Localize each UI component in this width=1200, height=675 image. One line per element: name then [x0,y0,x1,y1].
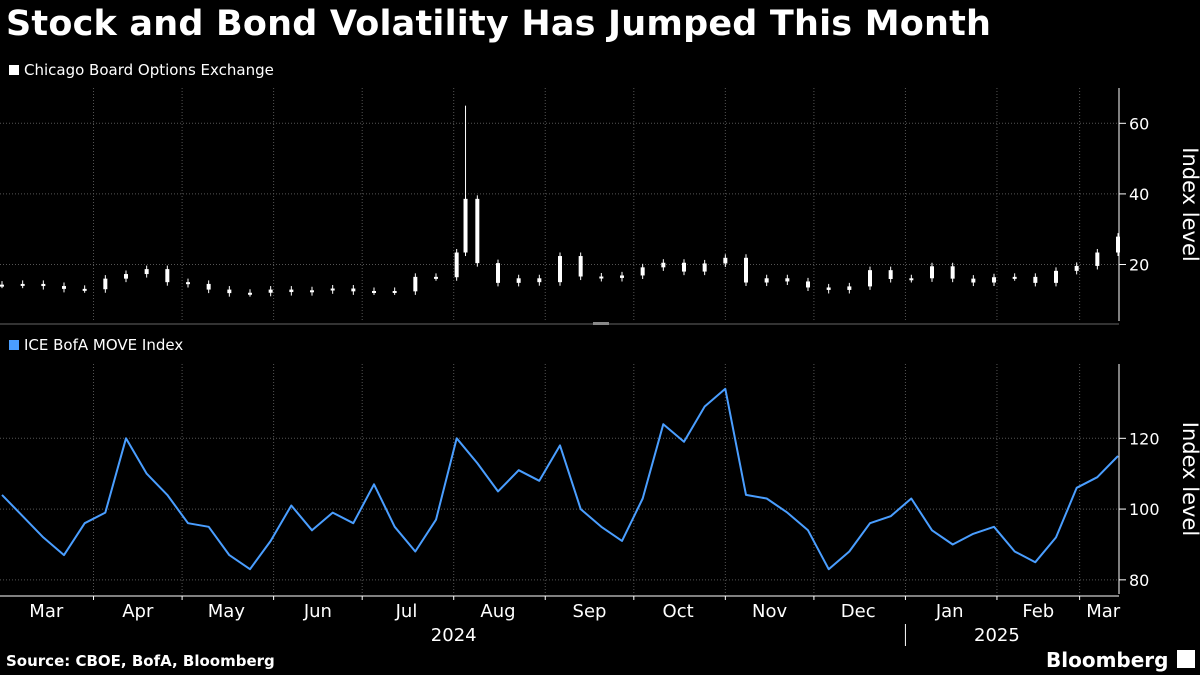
vix-candle [62,286,66,289]
vix-candle [351,288,356,292]
vix-candle [723,257,728,264]
panel-resize-handle [593,322,609,325]
vix-candle [454,252,459,278]
vix-candle [826,287,831,290]
x-tick-label: Aug [480,601,515,622]
move-series [1,387,1119,571]
x-tick-label: Jun [303,601,332,622]
vix-candle [744,257,748,283]
grid-layer [0,88,1119,594]
vix-candle [82,288,87,291]
vix-candle [1012,276,1017,279]
vix-candle [20,283,25,286]
vix-candle [1116,236,1120,253]
vix-candle [165,269,170,283]
vix-candle [971,278,976,283]
x-tick-label: Mar [1086,601,1121,622]
vix-candle [909,278,914,281]
vix-candle [413,276,418,292]
vix-candle [475,198,480,264]
vix-candle [702,263,707,272]
legend-swatch-move [9,340,19,350]
x-tick-label: Jul [395,601,418,622]
y-axis-title: Index level [1178,147,1200,261]
vix-candle [434,276,438,279]
x-year-label: 2024 [431,625,477,646]
chart-title: Stock and Bond Volatility Has Jumped Thi… [6,4,992,44]
vix-candle [330,288,335,291]
vix-candle [992,277,996,283]
vix-candle [640,267,645,276]
vix-series [0,105,1120,297]
legend-vix: Chicago Board Options Exchange [9,61,274,79]
vix-candle [463,198,468,253]
vix-candle [0,284,4,287]
vix-candle [103,278,108,290]
vix-candle [227,289,232,294]
y-tick-label: 100 [1129,500,1160,519]
legend-label-vix: Chicago Board Options Exchange [24,61,274,79]
vix-candle [847,286,852,290]
x-tick-label: Sep [573,601,607,622]
vix-candle [558,256,562,283]
x-tick-label: Dec [841,601,876,622]
vix-candle [950,266,955,279]
vix-candle [268,289,273,293]
legend-move: ICE BofA MOVE Index [9,336,183,354]
vix-candle [186,282,190,285]
vix-candle [310,290,314,293]
x-year-label: 2025 [974,625,1020,646]
vix-candle [620,275,624,278]
x-tick-label: Mar [29,601,64,622]
vix-candle [785,278,790,282]
vix-candle [1074,265,1079,271]
x-tick-label: Nov [752,601,787,622]
vix-candle [496,263,500,283]
x-tick-label: Jan [935,601,964,622]
vix-candle [868,270,872,287]
y-tick-label: 80 [1129,571,1149,590]
source-note: Source: CBOE, BofA, Bloomberg [6,652,275,670]
axis-layer: 20 40 60 Index level 80 100 120 Index level Mar A… [0,88,1200,646]
x-tick-label: Oct [663,601,694,622]
y-tick-label: 60 [1129,114,1149,133]
vix-candle [806,281,810,288]
move-line [1,387,1119,571]
vix-candle [41,283,46,287]
vix-candle [516,278,521,283]
vix-candle [682,262,686,272]
vix-candle [599,276,604,279]
vix-candle [930,266,934,279]
vix-candle [392,290,397,293]
vix-candle [289,289,294,293]
vix-candle [888,270,893,279]
vix-candle [537,278,542,283]
vix-candle [578,256,583,277]
bloomberg-chart-icon [1177,650,1195,668]
vix-candle [1054,270,1058,283]
vix-candle [764,278,769,283]
vix-candle [144,269,149,275]
y-axis-title: Index level [1178,422,1200,536]
y-tick-label: 20 [1129,256,1149,275]
vix-candle [1095,252,1100,266]
y-tick-label: 40 [1129,185,1149,204]
legend-label-move: ICE BofA MOVE Index [24,336,184,354]
x-tick-label: Feb [1022,601,1054,622]
x-tick-label: May [208,601,246,622]
y-tick-label: 120 [1129,429,1160,448]
vix-candle [206,283,211,290]
x-tick-label: Apr [122,601,154,622]
vix-candle [372,290,376,293]
vix-candle [248,292,252,295]
bloomberg-logo: Bloomberg [1046,648,1169,672]
vix-candle [661,262,666,268]
vix-candle [1033,276,1038,283]
vix-candle [124,274,128,279]
legend-swatch-vix [9,65,19,75]
